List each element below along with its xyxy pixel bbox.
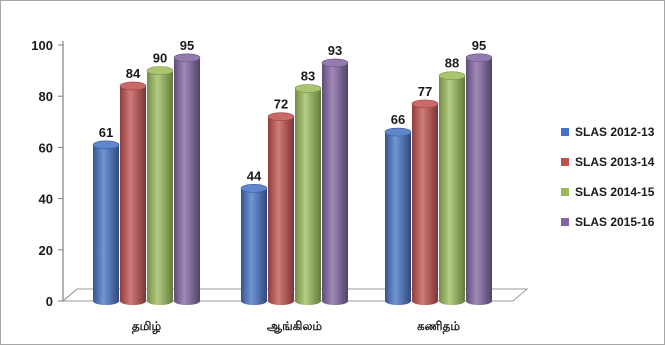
data-label: 95	[180, 38, 194, 53]
data-label: 93	[328, 43, 342, 58]
bar-body	[241, 188, 267, 305]
bar-body	[93, 144, 119, 305]
legend: SLAS 2012-13 SLAS 2013-14 SLAS 2014-15 SLAS…	[561, 125, 655, 229]
bar-cap	[240, 184, 268, 193]
legend-item: SLAS 2013-14	[561, 155, 655, 169]
legend-item: SLAS 2012-13	[561, 125, 655, 139]
bar	[267, 112, 295, 306]
bar-body	[147, 70, 173, 305]
bar-cap	[321, 58, 349, 68]
legend-swatch	[561, 128, 569, 136]
x-tick-label: தமிழ்	[132, 319, 162, 334]
data-label: 90	[153, 51, 167, 66]
bar	[465, 53, 493, 305]
bar	[321, 58, 349, 305]
legend-item: SLAS 2014-15	[561, 185, 655, 199]
bar-body	[466, 57, 492, 305]
data-label: 88	[445, 56, 459, 71]
bar	[146, 66, 174, 305]
bar	[411, 99, 439, 305]
y-axis: 0 20 40 60 80 100	[31, 38, 64, 309]
y-tick-label: 40	[39, 192, 53, 207]
legend-swatch	[561, 218, 569, 226]
bar-body	[295, 88, 321, 306]
bar-cap	[465, 53, 493, 63]
legend-swatch	[561, 158, 569, 166]
x-tick-label: ஆங்கிலம்	[267, 319, 322, 334]
bar-body	[120, 85, 146, 306]
legend-label: SLAS 2015-16	[575, 215, 655, 229]
bar	[384, 127, 412, 305]
bar	[240, 184, 268, 305]
data-label: 72	[274, 97, 288, 112]
bar	[173, 53, 201, 305]
bar-cap	[294, 84, 322, 93]
bar-body	[268, 116, 294, 306]
data-label: 84	[126, 66, 141, 81]
bar-body	[174, 57, 200, 305]
y-tick-label: 100	[31, 38, 53, 53]
bar-cap	[92, 140, 120, 150]
bar-body	[439, 75, 465, 305]
bar	[119, 81, 147, 306]
legend-label: SLAS 2014-15	[575, 185, 655, 199]
data-label: 95	[472, 38, 486, 53]
legend-label: SLAS 2013-14	[575, 155, 655, 169]
bar-cap	[384, 127, 412, 137]
bar-cap	[267, 112, 295, 121]
x-tick-label: கணிதம்	[417, 319, 460, 334]
data-label: 44	[247, 168, 262, 183]
bar-cap	[438, 71, 466, 81]
bars	[92, 53, 493, 306]
bar	[294, 84, 322, 306]
y-tick-label: 0	[46, 294, 53, 309]
bar	[438, 71, 466, 305]
legend-label: SLAS 2012-13	[575, 125, 655, 139]
y-tick-label: 80	[39, 89, 53, 104]
bar-cap	[146, 66, 174, 75]
bar-body	[412, 103, 438, 305]
bar-cap	[173, 53, 201, 63]
bar-body	[385, 132, 411, 305]
bar	[92, 140, 120, 305]
data-label: 66	[391, 112, 405, 127]
bar-body	[322, 62, 348, 305]
bar-cap	[119, 81, 147, 91]
data-label: 77	[418, 84, 432, 99]
data-label: 83	[301, 69, 315, 84]
data-label: 61	[99, 125, 113, 140]
y-tick-label: 60	[39, 140, 53, 155]
legend-swatch	[561, 188, 569, 196]
bar-cap	[411, 99, 439, 109]
floor-edge	[62, 288, 78, 302]
data-labels: 61 84 90 95 44 72 83 93 66 77 88 95	[99, 38, 486, 184]
legend-item: SLAS 2015-16	[561, 215, 655, 229]
y-tick-label: 20	[39, 243, 53, 258]
x-axis: தமிழ் ஆங்கிலம் கணிதம்	[132, 319, 460, 334]
